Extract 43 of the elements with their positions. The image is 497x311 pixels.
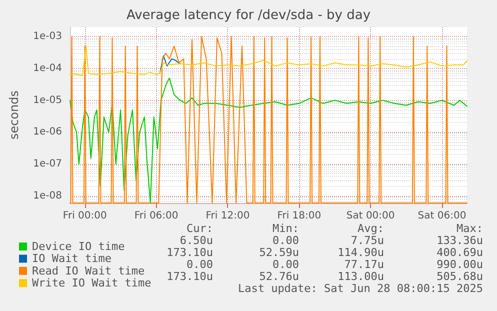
- y-tick-label: 1e-07: [33, 158, 62, 170]
- y-axis-title: seconds: [7, 90, 21, 140]
- y-tick-label: 1e-06: [33, 126, 62, 138]
- text: 113.00u: [338, 270, 384, 283]
- line-series: [70, 78, 468, 204]
- text: 990.00u: [436, 258, 483, 271]
- text: 77.17u: [344, 258, 384, 271]
- text: 114.90u: [338, 246, 384, 259]
- x-tick-label: Fri 06:00: [134, 210, 178, 222]
- x-tick-label: Fri 00:00: [62, 210, 107, 222]
- text: 0.00: [272, 234, 299, 247]
- text: 0.00: [272, 258, 299, 271]
- text: Min:: [272, 222, 299, 235]
- line-series: [70, 46, 468, 76]
- text: 400.69u: [436, 246, 483, 259]
- y-tick-label: 1e-04: [33, 62, 62, 74]
- legend-label: Write IO Wait time: [32, 276, 152, 290]
- x-tick-label: Sat 06:00: [418, 210, 466, 222]
- legend-label: Device IO time: [32, 240, 125, 253]
- text: 7.75u: [350, 234, 384, 247]
- text: 173.10u: [166, 246, 213, 259]
- text: 0.00: [186, 258, 213, 271]
- text: 6.50u: [180, 234, 213, 247]
- chart-title: Average latency for /dev/sda - by day: [126, 8, 371, 23]
- text: 173.10u: [166, 270, 213, 283]
- text: Max:: [456, 222, 483, 235]
- y-tick-label: 1e-03: [33, 31, 62, 42]
- text: 505.68u: [436, 270, 483, 283]
- legend-label: Read IO Wait time: [32, 264, 145, 278]
- x-tick-label: Fri 12:00: [206, 210, 250, 222]
- text: Cur:: [186, 222, 213, 235]
- y-tick-label: 1e-08: [33, 190, 62, 202]
- line-series: [70, 36, 468, 204]
- text: 52.76u: [259, 270, 299, 283]
- text: 133.36u: [436, 234, 483, 247]
- text: Last update: Sat Jun 28 08:00:15 2025: [238, 282, 483, 295]
- legend-label: IO Wait time: [32, 252, 112, 266]
- line-series: [159, 55, 181, 74]
- x-tick-label: Sat 00:00: [346, 210, 395, 222]
- text: Avg:: [358, 222, 384, 235]
- y-tick-label: 1e-05: [33, 94, 62, 106]
- text: 52.59u: [259, 246, 299, 259]
- x-tick-label: Fri 18:00: [277, 210, 322, 222]
